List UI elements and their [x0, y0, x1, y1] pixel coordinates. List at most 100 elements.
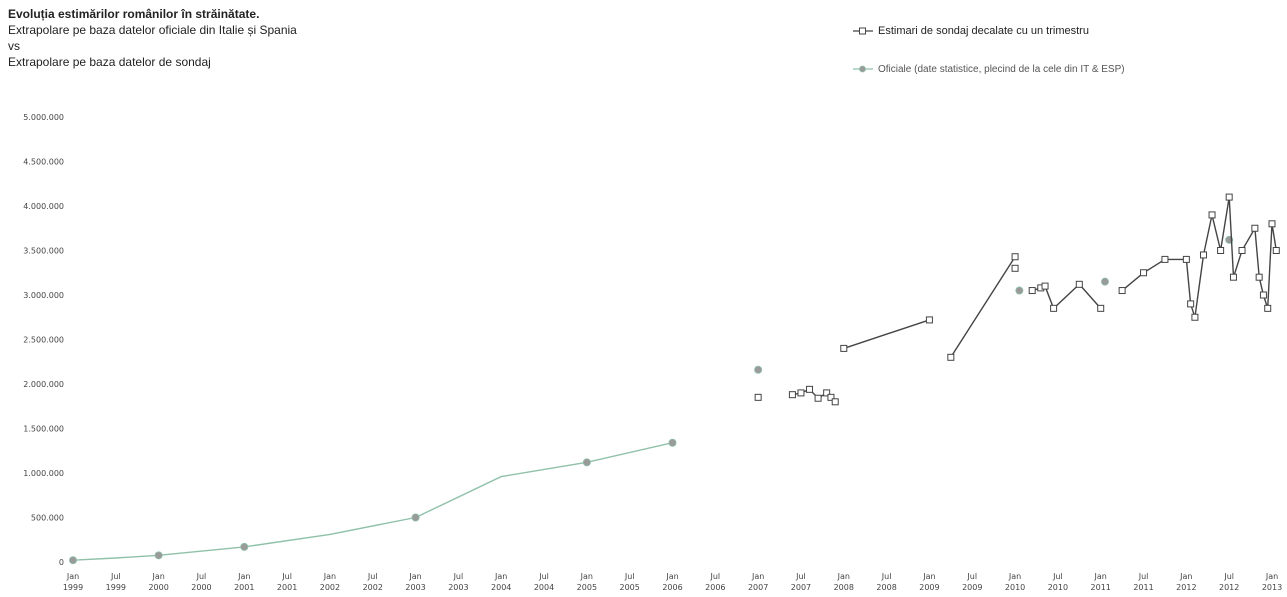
survey-point — [1191, 313, 1199, 321]
survey-point — [1208, 211, 1216, 219]
survey-point — [1268, 220, 1276, 228]
official-point — [754, 365, 763, 374]
survey-point — [1041, 282, 1049, 290]
x-tick-label-year: 2002 — [320, 583, 340, 592]
x-tick-label-year: 2009 — [919, 583, 939, 592]
official-point — [69, 556, 78, 565]
survey-point — [814, 394, 822, 402]
survey-point — [754, 393, 762, 401]
x-tick-label-year: 2013 — [1262, 583, 1282, 592]
survey-point — [831, 398, 839, 406]
x-tick-label-year: 2012 — [1176, 583, 1196, 592]
survey-point — [806, 385, 814, 393]
y-tick-label: 2.500.000 — [23, 336, 64, 345]
legend-item-survey[interactable]: Estimari de sondaj decalate cu un trimes… — [852, 22, 1125, 40]
survey-point — [827, 393, 835, 401]
x-tick-label-year: 2005 — [577, 583, 597, 592]
x-tick-label-month: Jan — [1008, 572, 1021, 581]
x-tick-label-year: 2004 — [534, 583, 554, 592]
x-tick-label-month: Jul — [110, 572, 121, 581]
x-tick-label-year: 2010 — [1005, 583, 1025, 592]
survey-series-line — [950, 256, 1016, 358]
official-series-line — [72, 442, 673, 561]
survey-point — [1187, 300, 1195, 308]
legend-official-label: Oficiale (date statistice, plecind de la… — [878, 63, 1125, 75]
survey-point — [788, 391, 796, 399]
official-point — [154, 551, 163, 560]
survey-series-line — [843, 319, 930, 350]
official-point — [411, 513, 420, 522]
survey-point — [1011, 264, 1019, 272]
x-tick-label-month: Jul — [453, 572, 464, 581]
x-tick-label-year: 2009 — [962, 583, 982, 592]
chart-title: Evoluția estimărilor românilor în străin… — [8, 7, 260, 21]
official-point — [1100, 277, 1109, 286]
x-tick-label-year: 2005 — [619, 583, 639, 592]
survey-point — [1264, 304, 1272, 312]
x-tick-label-month: Jul — [624, 572, 635, 581]
x-tick-label-year: 2008 — [876, 583, 896, 592]
x-tick-label-month: Jul — [281, 572, 292, 581]
x-tick-label-month: Jul — [966, 572, 977, 581]
x-tick-label-month: Jul — [196, 572, 207, 581]
x-tick-label-month: Jan — [237, 572, 250, 581]
x-tick-label-month: Jul — [709, 572, 720, 581]
x-tick-label-month: Jan — [580, 572, 593, 581]
y-tick-label: 4.000.000 — [23, 202, 64, 211]
x-tick-label-month: Jul — [881, 572, 892, 581]
x-tick-label-year: 2007 — [791, 583, 811, 592]
y-tick-label: 5.000.000 — [23, 113, 64, 122]
x-tick-label-month: Jul — [538, 572, 549, 581]
x-tick-label-year: 1999 — [106, 583, 126, 592]
x-tick-label-year: 2001 — [234, 583, 254, 592]
x-tick-label-month: Jul — [1223, 572, 1234, 581]
legend-item-official[interactable]: Oficiale (date statistice, plecind de la… — [852, 60, 1125, 78]
x-tick-label-month: Jan — [151, 572, 164, 581]
x-tick-label-month: Jan — [665, 572, 678, 581]
survey-point — [823, 389, 831, 397]
survey-point — [1118, 287, 1126, 295]
x-tick-label-month: Jul — [1052, 572, 1063, 581]
x-tick-label-year: 2010 — [1048, 583, 1068, 592]
legend: Estimari de sondaj decalate cu un trimes… — [852, 22, 1125, 98]
survey-point — [1161, 255, 1169, 263]
legend-survey-marker-icon — [853, 27, 873, 35]
x-tick-label-year: 2000 — [191, 583, 211, 592]
survey-point — [1011, 253, 1019, 261]
official-point — [668, 438, 677, 447]
survey-point — [1229, 273, 1237, 281]
survey-point — [1182, 255, 1190, 263]
x-tick-label-year: 2007 — [748, 583, 768, 592]
y-tick-label: 1.500.000 — [23, 425, 64, 434]
survey-point — [947, 353, 955, 361]
survey-series-line — [1121, 196, 1277, 318]
survey-point — [1272, 247, 1280, 254]
x-tick-label-year: 2011 — [1091, 583, 1111, 592]
y-tick-label: 0 — [59, 558, 64, 567]
x-tick-label-month: Jan — [323, 572, 336, 581]
x-tick-label-month: Jan — [922, 572, 935, 581]
x-tick-label-year: 2012 — [1219, 583, 1239, 592]
chart-subtitle-vs: vs — [8, 39, 20, 53]
legend-official-marker-icon — [853, 65, 873, 73]
survey-point — [1199, 251, 1207, 259]
x-tick-label-month: Jan — [1094, 572, 1107, 581]
chart-subtitle-2: Extrapolare pe baza datelor de sondaj — [8, 55, 211, 69]
x-tick-label-month: Jul — [1138, 572, 1149, 581]
y-tick-label: 1.000.000 — [23, 469, 64, 478]
x-tick-label-year: 2003 — [405, 583, 425, 592]
survey-point — [840, 344, 848, 352]
survey-point — [925, 316, 933, 324]
survey-point — [1225, 193, 1233, 201]
x-tick-label-year: 2002 — [363, 583, 383, 592]
x-tick-label-year: 2011 — [1133, 583, 1153, 592]
x-tick-label-month: Jan — [837, 572, 850, 581]
x-tick-label-month: Jan — [1179, 572, 1192, 581]
x-tick-label-month: Jan — [1265, 572, 1278, 581]
survey-point — [1251, 224, 1259, 232]
survey-point — [1259, 291, 1267, 299]
survey-point — [797, 389, 805, 397]
y-tick-label: 3.000.000 — [23, 291, 64, 300]
survey-point — [1217, 247, 1225, 254]
